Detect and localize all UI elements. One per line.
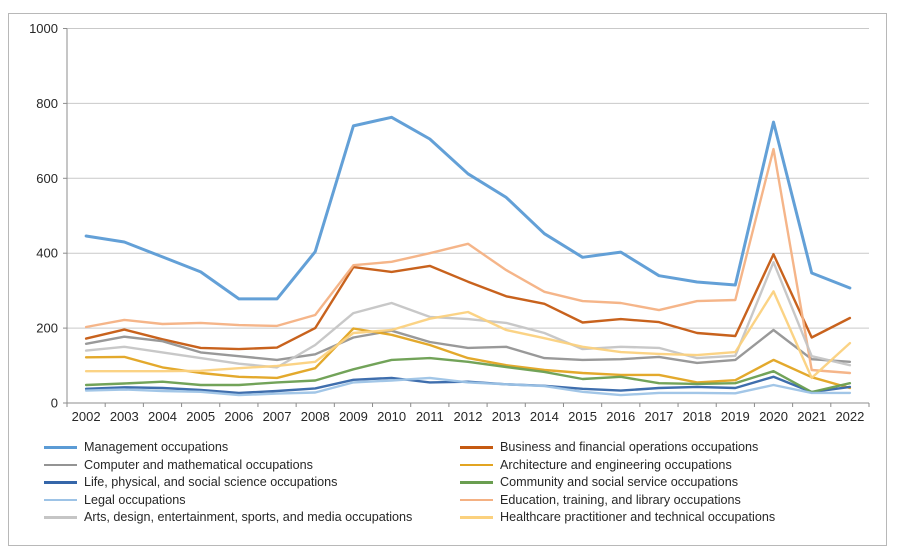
legend-line-swatch: [460, 498, 493, 502]
y-axis-label-800: 800: [36, 96, 58, 111]
legend-label: Life, physical, and social science occup…: [84, 475, 338, 489]
x-axis-label-2011: 2011: [416, 409, 444, 424]
x-axis-label-2004: 2004: [148, 409, 177, 424]
legend-item-computer-and-mathematical-occupations: Computer and mathematical occupations: [44, 457, 460, 472]
x-axis-label-2012: 2012: [454, 409, 483, 424]
y-axis-label-400: 400: [36, 246, 58, 261]
x-axis-label-2018: 2018: [683, 409, 712, 424]
y-axis-label-600: 600: [36, 171, 58, 186]
x-axis-label-2015: 2015: [568, 409, 597, 424]
chart-legend: Management occupations Business and finan…: [44, 441, 775, 524]
legend-line-swatch: [44, 446, 77, 449]
legend-line-swatch: [44, 516, 77, 519]
legend-label: Computer and mathematical occupations: [84, 457, 313, 472]
legend-line-swatch: [44, 481, 77, 484]
legend-label: Management occupations: [84, 440, 229, 454]
legend-label: Arts, design, entertainment, sports, and…: [84, 510, 413, 524]
x-axis-label-2017: 2017: [644, 409, 673, 424]
legend-item-life-physical-and-social-science-occupations: Life, physical, and social science occup…: [44, 476, 460, 489]
legend-line-swatch: [44, 498, 77, 502]
series-line-arts-design-entertainment-sports-and-media-occupations: [84, 261, 852, 369]
series-line-education-training-and-library-occupations: [84, 147, 852, 375]
legend-line-swatch: [460, 463, 493, 467]
legend-item-community-and-social-service-occupations: Community and social service occupations: [460, 476, 775, 489]
x-axis-label-2022: 2022: [835, 409, 864, 424]
series-line-architecture-and-engineering-occupations: [84, 327, 852, 390]
legend-label: Business and financial operations occupa…: [500, 440, 759, 454]
x-axis-label-2008: 2008: [301, 409, 330, 424]
series-line-healthcare-practitioner-and-technical-occupations: [84, 290, 852, 380]
series-line-business-and-financial-operations-occupations: [84, 253, 852, 351]
legend-item-arts-design-entertainment-sports-and-media-occupations: Arts, design, entertainment, sports, and…: [44, 511, 460, 524]
x-axis-label-2002: 2002: [72, 409, 101, 424]
x-axis-label-2005: 2005: [186, 409, 215, 424]
y-axis-label-1000: 1000: [29, 21, 58, 36]
legend-label: Legal occupations: [84, 492, 186, 507]
series-line-community-and-social-service-occupations: [84, 356, 852, 394]
legend-item-business-and-financial-operations-occupations: Business and financial operations occupa…: [460, 441, 775, 454]
legend-line-swatch: [460, 516, 493, 519]
legend-label: Architecture and engineering occupations: [500, 457, 732, 472]
x-axis-label-2014: 2014: [530, 409, 559, 424]
x-axis-label-2016: 2016: [606, 409, 635, 424]
x-axis-label-2007: 2007: [263, 409, 292, 424]
y-axis-label-0: 0: [51, 396, 58, 411]
x-axis-label-2013: 2013: [492, 409, 521, 424]
series-line-legal-occupations: [84, 376, 852, 397]
legend-item-architecture-and-engineering-occupations: Architecture and engineering occupations: [460, 457, 775, 472]
series-line-computer-and-mathematical-occupations: [84, 328, 852, 365]
legend-item-healthcare-practitioner-and-technical-occupations: Healthcare practitioner and technical oc…: [460, 511, 775, 524]
x-axis-label-2019: 2019: [721, 409, 750, 424]
x-axis-label-2020: 2020: [759, 409, 788, 424]
legend-item-education-training-and-library-occupations: Education, training, and library occupat…: [460, 492, 775, 507]
x-axis-label-2003: 2003: [110, 409, 139, 424]
legend-line-swatch: [460, 446, 493, 449]
series-line-management-occupations: [84, 115, 852, 301]
legend-label: Healthcare practitioner and technical oc…: [500, 510, 776, 524]
legend-line-swatch: [44, 463, 77, 467]
y-axis-label-200: 200: [36, 321, 58, 336]
legend-item-legal-occupations: Legal occupations: [44, 492, 460, 507]
legend-label: Education, training, and library occupat…: [500, 492, 741, 507]
x-axis-label-2006: 2006: [224, 409, 253, 424]
x-axis-label-2010: 2010: [377, 409, 406, 424]
x-axis-label-2021: 2021: [797, 409, 826, 424]
legend-line-swatch: [460, 481, 493, 484]
legend-label: Community and social service occupations: [500, 475, 738, 489]
legend-item-management-occupations: Management occupations: [44, 441, 460, 454]
x-axis-label-2009: 2009: [339, 409, 368, 424]
